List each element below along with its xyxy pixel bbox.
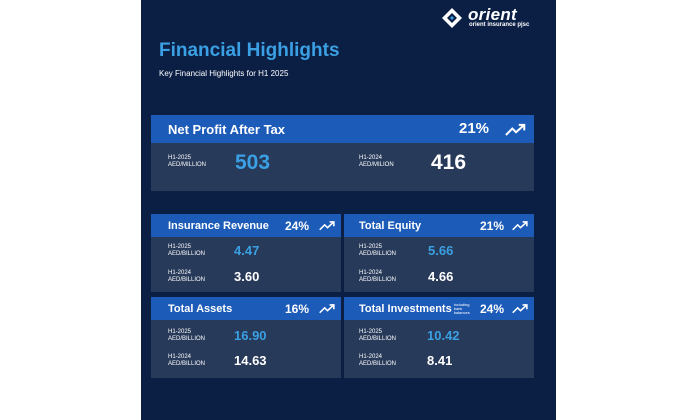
period-label: H1-2025 <box>359 329 383 335</box>
total-equity-change: 21% <box>480 219 505 233</box>
unit-label: AED/BILLION <box>359 336 397 342</box>
net-profit-card: Net Profit After Tax 21% H1-2025 AED/MILL… <box>151 115 534 191</box>
brand-logo: orient orient insurance pjsc <box>441 6 551 30</box>
total-assets-previous-period: H1-2024 AED/BILLION <box>168 354 205 368</box>
period-label: H1-2025 <box>168 329 192 335</box>
insurance-revenue-card: Insurance Revenue 24% H1-2025 AED/BILLION… <box>151 214 341 292</box>
unit-label: AED/BILLION <box>168 277 206 283</box>
financial-highlights-poster: orient orient insurance pjsc Financial H… <box>141 0 556 420</box>
net-profit-current-value: 503 <box>235 151 271 174</box>
total-investments-header: Total Investments including bank balances… <box>344 297 534 320</box>
insurance-revenue-header: Insurance Revenue 24% <box>151 214 341 237</box>
total-equity-previous-value: 4.66 <box>428 269 454 284</box>
insurance-revenue-current-period: H1-2025 AED/BILLION <box>168 244 205 258</box>
period-label: H1-2024 <box>168 270 192 276</box>
net-profit-previous-value: 416 <box>431 151 467 174</box>
unit-label: AED/BILLION <box>168 251 206 257</box>
trend-up-icon <box>512 221 528 231</box>
period-label: H1-2024 <box>359 270 383 276</box>
period-label: H1-2025 <box>359 244 383 250</box>
period-label: H1-2024 <box>168 354 192 360</box>
total-equity-card: Total Equity 21% H1-2025 AED/BILLION 5.66… <box>344 214 534 292</box>
trend-up-icon <box>319 221 335 231</box>
period-label: H1-2024 <box>359 354 383 360</box>
orient-logo-icon <box>442 8 462 28</box>
total-assets-current-period: H1-2025 AED/BILLION <box>168 329 205 343</box>
unit-label: AED/BILLION <box>359 251 397 257</box>
insurance-revenue-previous-period: H1-2024 AED/BILLION <box>168 270 205 284</box>
total-equity-current-value: 5.66 <box>428 243 454 258</box>
net-profit-previous-period: H1-2024 AED/MILION <box>359 155 394 169</box>
unit-label: AED/BILLION <box>168 336 206 342</box>
trend-up-icon <box>512 304 528 314</box>
total-assets-change: 16% <box>285 302 310 316</box>
unit-label: AED/MILION <box>359 162 394 168</box>
total-investments-title: Total Investments <box>359 303 452 315</box>
trend-up-icon <box>505 123 526 136</box>
total-investments-previous-period: H1-2024 AED/BILLION <box>359 354 396 368</box>
insurance-revenue-change: 24% <box>285 219 310 233</box>
page-title: Financial Highlights <box>159 40 340 61</box>
total-assets-previous-value: 14.63 <box>234 353 267 368</box>
insurance-revenue-current-value: 4.47 <box>234 243 260 258</box>
total-equity-header: Total Equity 21% <box>344 214 534 237</box>
total-assets-header: Total Assets 16% <box>151 297 341 320</box>
period-label: H1-2025 <box>168 155 192 161</box>
total-investments-current-value: 10.42 <box>427 328 460 343</box>
period-label: H1-2025 <box>168 244 192 250</box>
trend-up-icon <box>319 304 335 314</box>
insurance-revenue-label: Insurance Revenue <box>168 220 269 232</box>
total-investments-card: Total Investments including bank balances… <box>344 297 534 378</box>
total-assets-label: Total Assets <box>168 303 233 315</box>
insurance-revenue-previous-value: 3.60 <box>234 269 260 284</box>
total-investments-change: 24% <box>480 302 505 316</box>
total-assets-current-value: 16.90 <box>234 328 267 343</box>
unit-label: AED/BILLION <box>168 361 206 367</box>
page-subtitle: Key Financial Highlights for H1 2025 <box>159 69 289 78</box>
total-investments-label: Total Investments including bank balances <box>359 303 476 315</box>
total-equity-previous-period: H1-2024 AED/BILLION <box>359 270 396 284</box>
net-profit-label: Net Profit After Tax <box>168 122 286 137</box>
total-investments-current-period: H1-2025 AED/BILLION <box>359 329 396 343</box>
brand-name: orient <box>468 5 518 24</box>
period-label: H1-2024 <box>359 155 383 161</box>
total-investments-previous-value: 8.41 <box>427 353 453 368</box>
brand-subtitle: orient insurance pjsc <box>469 22 530 28</box>
net-profit-header: Net Profit After Tax 21% <box>151 115 534 143</box>
total-equity-label: Total Equity <box>359 220 422 232</box>
unit-label: AED/BILLION <box>359 277 397 283</box>
total-investments-note: including bank balances <box>453 302 470 316</box>
net-profit-change: 21% <box>459 120 490 137</box>
total-assets-card: Total Assets 16% H1-2025 AED/BILLION 16.9… <box>151 297 341 378</box>
unit-label: AED/BILLION <box>359 361 397 367</box>
unit-label: AED/MILLION <box>168 162 207 168</box>
total-equity-current-period: H1-2025 AED/BILLION <box>359 244 396 258</box>
net-profit-current-period: H1-2025 AED/MILLION <box>168 155 206 169</box>
